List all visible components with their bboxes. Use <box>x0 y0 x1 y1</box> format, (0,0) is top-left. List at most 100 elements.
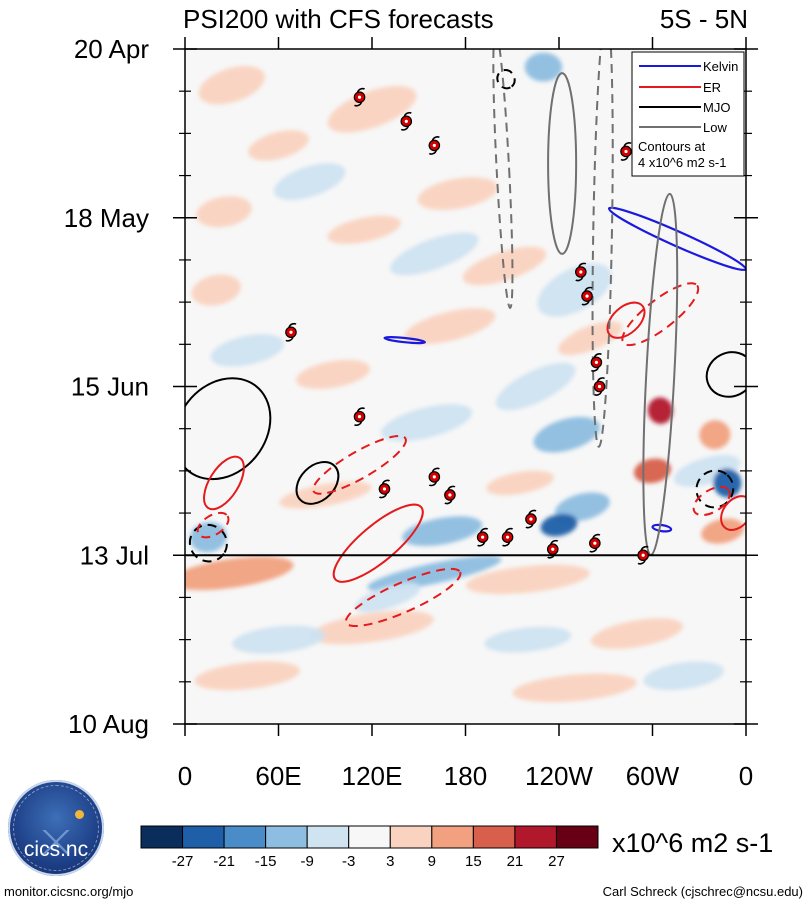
kelvin-contour-1 <box>383 336 426 345</box>
wave-contours <box>185 49 746 628</box>
tropical-cyclone-icon <box>444 485 456 505</box>
chart-title: PSI200 with CFS forecasts <box>183 4 494 34</box>
legend-label-er: ER <box>703 80 721 95</box>
x-tick-label: 60W <box>626 761 680 791</box>
y-tick-label: 13 Jul <box>80 540 149 570</box>
colorbar-swatch <box>389 825 433 849</box>
anomaly-blob-28 <box>495 362 576 411</box>
x-tick-label: 0 <box>178 761 192 791</box>
anomaly-blob-35 <box>402 516 483 546</box>
region-label: 5S - 5N <box>660 4 748 34</box>
anomaly-blob-39 <box>231 625 326 654</box>
tropical-cyclone-icon <box>428 136 441 155</box>
legend: Kelvin ER MJO Low Contours at 4 x10^6 m2… <box>631 51 745 177</box>
tropical-cyclone-icon <box>581 286 593 306</box>
anomaly-blob-9 <box>558 321 623 356</box>
colorbar-tick-label: 27 <box>548 853 565 870</box>
anomaly-blob-32 <box>713 468 742 498</box>
anomaly-blob-38 <box>354 582 421 613</box>
anomaly-blob-33 <box>554 492 610 522</box>
tropical-cyclone-icon <box>353 87 366 107</box>
colorbar: -27 -21 -15 -9 -3 3 9 15 21 27 <box>140 825 599 870</box>
anomaly-blob-18 <box>465 564 590 595</box>
footer-credit: Carl Schreck (cjschrec@ncsu.edu) <box>602 884 803 899</box>
logo-ring <box>13 785 99 871</box>
logo-sun-icon <box>75 810 84 819</box>
mjo-contour-2 <box>705 351 746 398</box>
axes: 20 Apr 18 May 15 Jun 13 Jul 10 Aug 0 60E 120E 18… <box>64 34 758 791</box>
colorbar-swatch <box>140 825 184 849</box>
anomaly-blob-7 <box>191 274 241 306</box>
mjo-contour-4 <box>695 469 735 509</box>
anomaly-blob-20 <box>590 618 684 649</box>
x-tick-label: 60E <box>255 761 301 791</box>
colorbar-units: x10^6 m2 s-1 <box>612 828 773 858</box>
colorbar-tick-label: -21 <box>213 853 235 870</box>
anomaly-blob-15 <box>486 470 554 496</box>
tropical-cyclone-icon <box>546 539 559 559</box>
y-tick-label: 15 Jun <box>71 372 149 402</box>
tropical-cyclone-icon <box>400 112 413 131</box>
tropical-cyclone-icon <box>590 353 603 372</box>
legend-label-mjo: MJO <box>703 100 730 115</box>
colorbar-tick-label: -27 <box>172 853 194 870</box>
legend-label-low: Low <box>703 120 727 135</box>
anomaly-blob-19 <box>310 610 434 645</box>
anomaly-blob-22 <box>512 673 637 703</box>
er-contour-4 <box>344 567 462 628</box>
mjo-contour-5 <box>496 68 516 90</box>
tropical-cyclone-icon <box>525 509 537 529</box>
tropical-cyclone-icon <box>353 407 366 426</box>
er-contour-3 <box>332 503 424 583</box>
footer-url: monitor.cicsnc.org/mjo <box>4 884 134 899</box>
colorbar-swatch <box>431 825 474 849</box>
colorbar-tick-label: 3 <box>386 853 394 870</box>
er-contour-5 <box>606 301 646 339</box>
tropical-cyclone-icon <box>378 479 391 499</box>
colorbar-tick-label: -15 <box>255 853 277 870</box>
tropical-cyclone-icon <box>593 377 606 396</box>
legend-label-kelvin: Kelvin <box>703 59 738 74</box>
anomaly-blob-41 <box>643 661 724 691</box>
legend-note-line2: 4 x10^6 m2 s-1 <box>638 155 726 170</box>
colorbar-tick-label: 9 <box>428 853 436 870</box>
logo-mountains <box>16 830 96 854</box>
anomaly-blob-26 <box>537 263 612 317</box>
anomaly-blob-1 <box>327 85 417 133</box>
colorbar-tick-label: -3 <box>342 853 355 870</box>
colorbar-swatch <box>182 825 225 849</box>
kelvin-contour-2 <box>651 523 673 533</box>
anomaly-blob-2 <box>248 130 309 161</box>
colorbar-swatch <box>306 825 350 849</box>
cics-nc-logo: cics.nc <box>8 780 104 876</box>
storm-markers <box>285 87 649 565</box>
colorbar-tick-label: 15 <box>465 853 482 870</box>
low-contour-0 <box>492 49 514 309</box>
anomaly-blob-31 <box>673 455 741 487</box>
x-tick-label: 120E <box>342 761 403 791</box>
tropical-cyclone-icon <box>501 527 514 547</box>
y-tick-label: 18 May <box>64 203 149 233</box>
anomaly-blob-24 <box>273 163 346 200</box>
anomaly-blob-29 <box>381 404 473 442</box>
y-tick-label: 10 Aug <box>68 709 149 739</box>
tropical-cyclone-icon <box>428 467 441 487</box>
anomaly-blob-25 <box>390 232 479 276</box>
mjo-contour-3 <box>188 523 228 563</box>
colorbar-swatch <box>223 825 267 849</box>
anomaly-blob-10 <box>296 359 370 390</box>
mjo-contour-1 <box>295 461 340 505</box>
anomaly-blob-23 <box>524 52 563 82</box>
colorbar-swatch <box>348 825 391 849</box>
low-contour-1 <box>547 72 578 255</box>
colorbar-swatch <box>514 825 557 849</box>
colorbar-swatch <box>265 825 308 849</box>
y-tick-label: 20 Apr <box>74 34 150 64</box>
low-contour-2 <box>591 49 614 448</box>
anomaly-blob-17 <box>185 556 294 591</box>
anomaly-blob-27 <box>210 334 285 367</box>
tropical-cyclone-icon <box>575 262 587 282</box>
anomaly-blob-21 <box>194 661 301 691</box>
er-contour-7 <box>720 495 746 531</box>
